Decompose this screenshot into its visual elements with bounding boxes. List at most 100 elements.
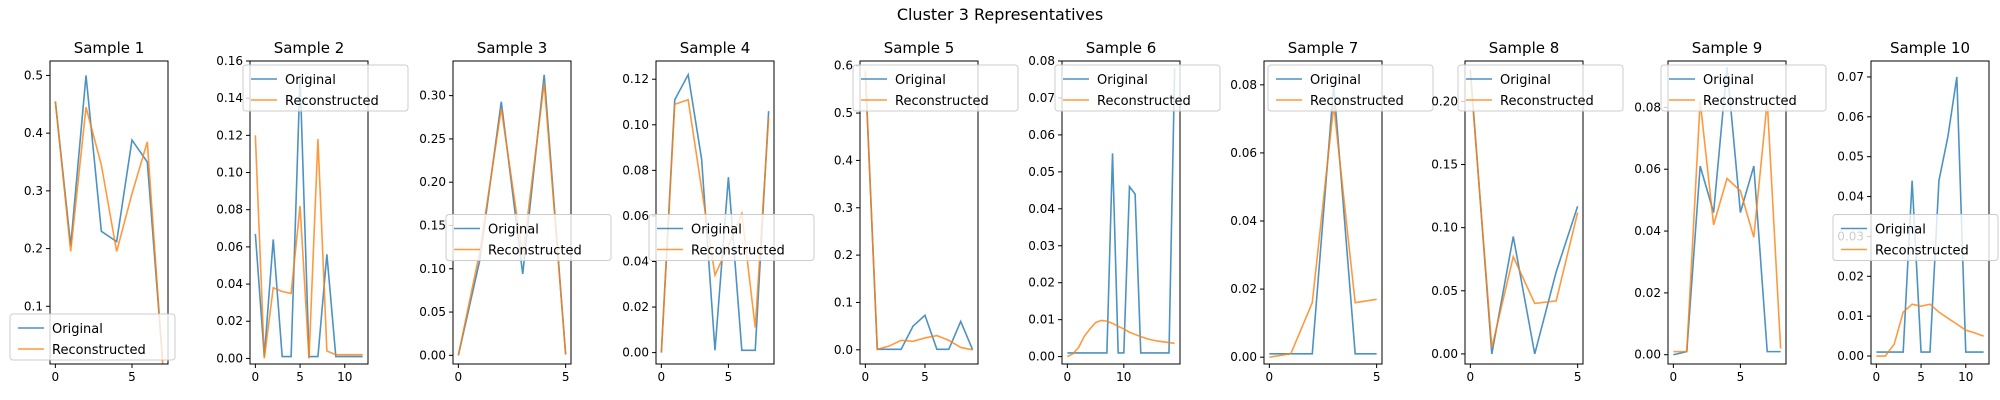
y-tick-label: 0.00 [1028, 350, 1055, 364]
subplot-title: Sample 8 [1489, 39, 1560, 57]
axes-frame [1464, 60, 1584, 365]
subplot-8: Sample 8 0 5 0.00 0.05 0.10 0.15 0.20 Original Re… [1431, 39, 1624, 384]
subplot-10: Sample 1005100.000.010.020.030.040.050.0… [1832, 39, 1999, 384]
x-tick-label: 5 [921, 370, 929, 384]
legend-box [852, 64, 1019, 112]
y-tick-label: 0.00 [622, 346, 649, 360]
subplot-title: Sample 2 [274, 39, 345, 57]
x-tick-label: 5 [1574, 370, 1582, 384]
x-tick-label: 0 [1064, 370, 1072, 384]
legend-box [1832, 214, 1999, 261]
legend-box [1457, 64, 1624, 112]
series-line-reconstructed [864, 70, 973, 351]
y-tick-label: 0.10 [622, 118, 649, 132]
legend-box [1267, 64, 1434, 112]
legend-box [445, 214, 612, 261]
y-tick-label: 0.03 [1028, 239, 1055, 253]
x-tick-label: 0 [862, 370, 870, 384]
subplot-title: Sample 9 [1692, 39, 1763, 57]
y-tick-label: 0.1 [24, 299, 43, 313]
legend-label: Original [285, 73, 336, 88]
y-tick-label: 0.02 [1028, 276, 1055, 290]
subplots: Sample 10 50.10.20.30.40.5OriginalReconst… [9, 39, 1999, 384]
y-tick-label: 0.05 [419, 305, 446, 319]
x-tick-label: 0 [1670, 370, 1678, 384]
y-tick-label: 0.06 [1028, 128, 1055, 142]
y-tick-label: 0.30 [419, 89, 446, 103]
legend: Original Reconstructed [852, 64, 1019, 112]
legend-label: Original [1097, 73, 1148, 88]
y-tick-label: 0.06 [622, 209, 649, 223]
y-tick-label: 0.16 [216, 54, 243, 68]
axes-frame [1667, 60, 1787, 365]
y-tick-label: 0.6 [834, 59, 853, 73]
y-tick-label: 0.04 [1837, 190, 1864, 204]
y-tick-label: 0.10 [216, 166, 243, 180]
x-tick-label: 0 [658, 370, 666, 384]
y-tick-label: 0.12 [622, 72, 649, 86]
legend-label: Reconstructed [895, 94, 989, 109]
y-tick-label: 0.06 [1837, 110, 1864, 124]
axes-frame [452, 60, 572, 365]
legend-box [1660, 64, 1827, 112]
legend: Original Reconstructed [9, 313, 176, 361]
legend-label: Original [52, 322, 103, 337]
y-tick-label: 0.08 [622, 163, 649, 177]
y-tick-label: 0.00 [1431, 347, 1458, 361]
y-tick-label: 0.15 [1431, 158, 1458, 172]
legend-box [648, 214, 815, 261]
series-line-reconstructed [660, 98, 770, 353]
y-tick-label: 0.05 [1837, 150, 1864, 164]
y-tick-label: 0.02 [1634, 286, 1661, 300]
axes-frame [1263, 60, 1383, 365]
x-tick-label: 5 [562, 370, 570, 384]
y-tick-label: 0.2 [834, 248, 853, 262]
y-tick-label: 0.3 [834, 201, 853, 215]
y-tick-label: 0.15 [419, 218, 446, 232]
legend: Original Reconstructed [445, 214, 612, 261]
legend-label: Reconstructed [1703, 94, 1797, 109]
x-tick-label: 10 [1958, 370, 1973, 384]
legend-label: Original [1310, 73, 1361, 88]
axes-frame [655, 60, 775, 365]
legend-label: Original [1500, 73, 1551, 88]
y-tick-label: 0.00 [1634, 348, 1661, 362]
x-tick-label: 0 [1266, 370, 1274, 384]
x-tick-label: 5 [1917, 370, 1925, 384]
legend-label: Reconstructed [1875, 244, 1969, 259]
subplot-6: Sample 6 0 10 0.00 0.01 0.02 0.03 0.04 0.05 0.06 0… [1028, 39, 1221, 384]
y-tick-label: 0.4 [24, 126, 43, 140]
series-line-reconstructed [54, 101, 164, 364]
y-tick-label: 0.4 [834, 153, 853, 167]
y-tick-label: 0.25 [419, 132, 446, 146]
legend: Original Reconstructed [242, 64, 409, 112]
series-line-reconstructed [1673, 101, 1782, 353]
y-tick-label: 0.02 [216, 314, 243, 328]
y-tick-label: 0.01 [1028, 313, 1055, 327]
y-tick-label: 0.00 [1837, 349, 1864, 363]
y-tick-label: 0.5 [24, 68, 43, 82]
x-tick-label: 0 [1467, 370, 1475, 384]
series-line-reconstructed [1469, 73, 1579, 348]
series-line-reconstructed [1876, 303, 1984, 357]
subplot-title: Sample 6 [1086, 39, 1157, 57]
y-tick-label: 0.00 [419, 348, 446, 362]
series-line-original [54, 75, 164, 362]
y-tick-label: 0.06 [1634, 162, 1661, 176]
y-tick-label: 0.06 [1230, 146, 1257, 160]
axes-frame [49, 60, 169, 365]
subplot-5: Sample 5 0 5 0.0 0.1 0.2 0.3 0.4 0.5 0.6 Original R… [834, 39, 1019, 384]
y-tick-label: 0.10 [419, 262, 446, 276]
subplot-title: Sample 4 [680, 39, 751, 57]
legend-label: Reconstructed [1097, 94, 1191, 109]
x-tick-label: 5 [128, 370, 136, 384]
y-tick-label: 0.08 [1634, 100, 1661, 114]
legend: Original Reconstructed [1457, 64, 1624, 112]
axes-frame [1061, 60, 1181, 365]
y-tick-label: 0.0 [834, 343, 853, 357]
subplot-title: Sample 10 [1890, 39, 1970, 57]
axes-frame [859, 60, 979, 365]
series-line-original [864, 72, 974, 351]
subplot-9: Sample 9 0 5 0.00 0.02 0.04 0.06 0.08 Original Re… [1634, 39, 1827, 384]
y-tick-label: 0.2 [24, 242, 43, 256]
